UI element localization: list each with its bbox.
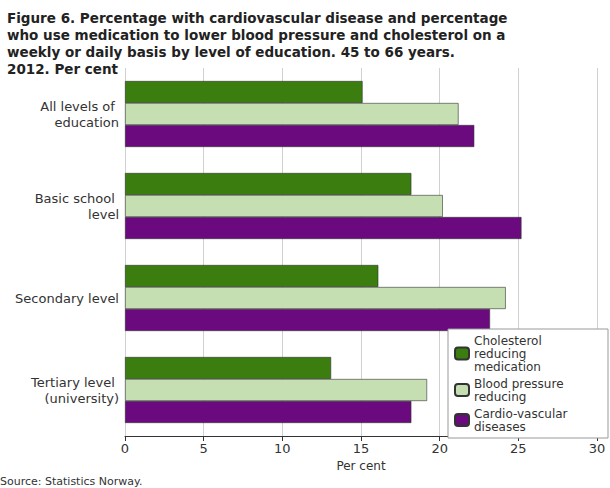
svg-text:Figure 6. Percentage with card: Figure 6. Percentage with cardiovascular… bbox=[7, 10, 512, 26]
svg-text:5: 5 bbox=[200, 441, 208, 456]
svg-text:2012. Per cent: 2012. Per cent bbox=[7, 61, 119, 77]
svg-text:weekly or daily basis by level: weekly or daily basis by level of educat… bbox=[7, 44, 460, 60]
svg-text:Per cent: Per cent bbox=[336, 459, 386, 473]
svg-text:20: 20 bbox=[431, 441, 448, 456]
svg-text:level: level bbox=[88, 207, 119, 222]
svg-text:All levels of: All levels of bbox=[40, 99, 119, 114]
svg-text:0: 0 bbox=[121, 441, 129, 456]
svg-text:diseases: diseases bbox=[474, 420, 526, 434]
svg-text:education: education bbox=[54, 115, 119, 130]
svg-text:25: 25 bbox=[510, 441, 527, 456]
svg-text:reducing: reducing bbox=[474, 347, 530, 361]
svg-text:30: 30 bbox=[589, 441, 606, 456]
svg-text:(university): (university) bbox=[45, 391, 119, 406]
svg-text:who use medication to lower bl: who use medication to lower blood pressu… bbox=[7, 27, 510, 43]
svg-text:Basic school: Basic school bbox=[35, 191, 119, 206]
svg-text:medication: medication bbox=[474, 360, 541, 374]
svg-text:Tertiary level: Tertiary level bbox=[30, 375, 119, 390]
svg-text:10: 10 bbox=[274, 441, 291, 456]
svg-text:Cardio-vascular: Cardio-vascular bbox=[474, 407, 571, 421]
svg-text:Blood pressure: Blood pressure bbox=[474, 377, 567, 391]
svg-text:Cholesterol: Cholesterol bbox=[474, 334, 546, 348]
svg-text:Source: Statistics Norway.: Source: Statistics Norway. bbox=[0, 475, 142, 488]
svg-text:15: 15 bbox=[353, 441, 370, 456]
svg-text:reducing: reducing bbox=[474, 390, 526, 404]
svg-text:Secondary level: Secondary level bbox=[15, 291, 119, 306]
